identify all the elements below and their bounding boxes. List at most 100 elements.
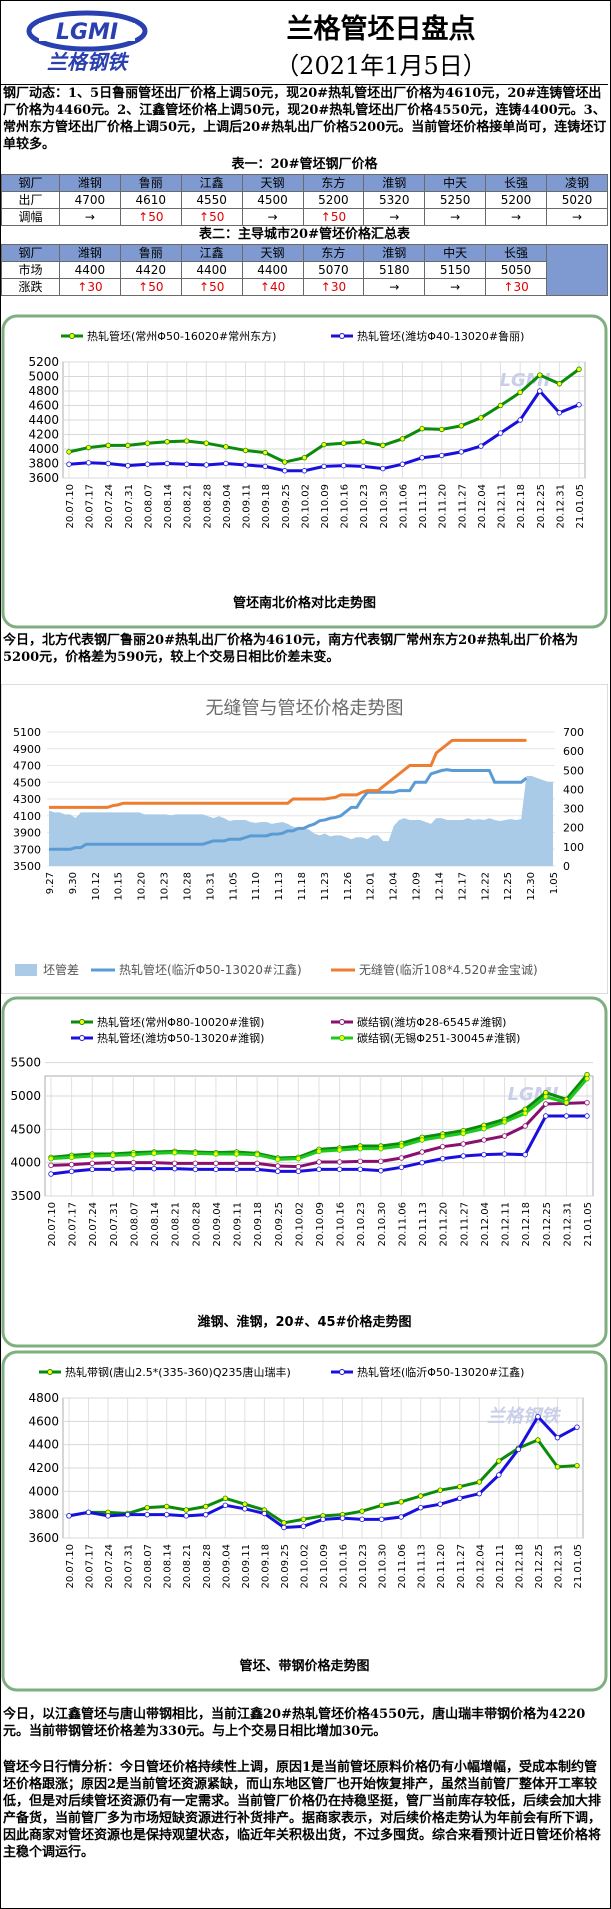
x-tick-label: 20.10.30 bbox=[378, 1544, 389, 1589]
y2-tick-label: 700 bbox=[563, 726, 584, 739]
data-point bbox=[496, 1472, 502, 1478]
x-tick-label: 20.09.18 bbox=[253, 1202, 264, 1247]
x-tick-label: 12.09 bbox=[412, 872, 423, 901]
data-point bbox=[144, 461, 151, 467]
x-tick-label: 12.30 bbox=[526, 872, 537, 901]
data-point bbox=[295, 1155, 302, 1162]
y-tick-label: 3500 bbox=[13, 860, 41, 873]
x-tick-label: 20.07.17 bbox=[85, 1544, 96, 1589]
data-point bbox=[233, 1166, 240, 1173]
data-point bbox=[254, 1151, 260, 1158]
data-point bbox=[417, 1493, 424, 1499]
legend-swatch bbox=[339, 1369, 345, 1375]
data-point bbox=[340, 440, 347, 446]
data-point bbox=[478, 443, 484, 449]
data-point bbox=[275, 1168, 281, 1175]
data-point bbox=[439, 1143, 446, 1150]
data-point bbox=[417, 1504, 424, 1511]
data-point bbox=[233, 1160, 240, 1167]
data-point bbox=[183, 438, 190, 444]
data-point bbox=[515, 1446, 522, 1453]
report-title: 兰格管坯日盘点 bbox=[286, 14, 476, 45]
x-tick-label: 20.08.14 bbox=[163, 1544, 174, 1589]
y-tick-label: 3900 bbox=[13, 827, 41, 840]
table1-row-label: 调幅 bbox=[1, 208, 60, 226]
x-tick-label: 20.11.27 bbox=[457, 484, 468, 529]
table1-price: 4700 bbox=[59, 191, 121, 209]
comment-north-south: 今日，北方代表钢厂鲁丽20#热轧出厂价格为4610元，南方代表钢厂常州东方20#… bbox=[3, 633, 579, 665]
y-tick-label: 4400 bbox=[28, 413, 59, 427]
table2-header-row: 钢厂 潍钢 鲁丽 江鑫 天钢 东方 淮钢 中天 长强 bbox=[1, 244, 608, 296]
y-tick-label: 5000 bbox=[10, 1089, 41, 1103]
legend-label: 热轧管坯(潍坊Φ50-13020#潍钢) bbox=[97, 1031, 264, 1045]
x-tick-label: 20.08.28 bbox=[191, 1202, 202, 1247]
x-tick-label: 20.12.31 bbox=[553, 1544, 564, 1589]
data-point bbox=[357, 1166, 363, 1173]
data-point bbox=[110, 1159, 116, 1166]
y-tick-label: 3700 bbox=[13, 843, 41, 856]
data-point bbox=[254, 1166, 260, 1173]
data-point bbox=[360, 463, 366, 470]
data-point bbox=[537, 372, 543, 378]
table2-change: → bbox=[424, 278, 487, 296]
data-point bbox=[517, 417, 523, 423]
data-point bbox=[336, 1166, 343, 1173]
mill-dynamics-label: 钢厂动态： bbox=[3, 86, 69, 101]
y2-tick-label: 100 bbox=[563, 841, 584, 854]
data-point bbox=[543, 1093, 549, 1100]
data-point bbox=[497, 430, 504, 436]
x-tick-label: 20.11.13 bbox=[417, 1544, 428, 1589]
x-tick-label: 10.15 bbox=[114, 872, 125, 901]
seamless-line bbox=[49, 738, 527, 809]
x-tick-label: 20.10.02 bbox=[300, 484, 311, 529]
table1-change: ↑50 bbox=[180, 208, 243, 226]
data-point bbox=[419, 425, 425, 432]
table2-price: 4400 bbox=[59, 261, 121, 279]
x-tick-label: 12.25 bbox=[503, 872, 514, 901]
table1-change: → bbox=[424, 208, 487, 226]
data-point bbox=[481, 1137, 487, 1143]
data-point bbox=[476, 1479, 483, 1485]
x-tick-label: 20.10.23 bbox=[359, 484, 370, 529]
y-tick-label: 4800 bbox=[28, 1391, 59, 1405]
table1-change-row: 调幅 → ↑50 ↑50 → ↑50 → → → → bbox=[1, 208, 608, 226]
legend-swatch bbox=[79, 1019, 85, 1025]
x-tick-label: 20.09.11 bbox=[233, 1202, 244, 1247]
x-tick-label: 11.23 bbox=[320, 872, 331, 901]
x-tick-label: 10.23 bbox=[160, 872, 171, 901]
x-tick-label: 20.10.16 bbox=[340, 484, 351, 529]
data-point bbox=[535, 1413, 541, 1420]
mill-dynamics-text: 1、5日鲁丽管坯出厂价格上调50元，现20#热轧管坯出厂价格为4610元，20#… bbox=[3, 86, 607, 152]
data-point bbox=[399, 436, 406, 442]
legend-swatch bbox=[15, 964, 37, 976]
x-tick-label: 11.26 bbox=[343, 872, 354, 901]
table1-mill: 长强 bbox=[485, 174, 547, 192]
x-tick-label: 20.12.11 bbox=[495, 1544, 506, 1589]
data-point bbox=[398, 1164, 405, 1171]
data-point bbox=[439, 1133, 446, 1140]
data-point bbox=[105, 442, 111, 449]
data-point bbox=[584, 1099, 590, 1106]
table2-caption: 表二：主导城市20#管坯价格汇总表 bbox=[199, 227, 410, 242]
table1-mill: 潍钢 bbox=[59, 174, 121, 192]
data-point bbox=[522, 1110, 528, 1117]
x-tick-label: 20.12.04 bbox=[475, 1544, 486, 1589]
x-tick-label: 20.07.10 bbox=[65, 1544, 76, 1589]
x-tick-label: 20.10.09 bbox=[315, 1202, 326, 1247]
data-point bbox=[183, 1513, 189, 1519]
y2-tick-label: 0 bbox=[563, 860, 570, 873]
y-tick-label: 4500 bbox=[13, 776, 41, 789]
data-point bbox=[233, 1151, 240, 1157]
x-tick-label: 20.07.31 bbox=[109, 1202, 120, 1247]
y-tick-label: 4000 bbox=[10, 1156, 41, 1170]
data-point bbox=[66, 1513, 72, 1519]
data-point bbox=[437, 1487, 443, 1493]
chart4-billet-strip-price: 3600 3800 4000 4200 4400 4600 4800 兰格钢铁 20.07.10… bbox=[1, 1350, 608, 1692]
table1-change: → bbox=[546, 208, 608, 226]
x-tick-label: 20.10.02 bbox=[299, 1544, 310, 1589]
legend-swatch bbox=[339, 1019, 345, 1025]
table2-price: 5050 bbox=[485, 261, 547, 279]
data-point bbox=[222, 1495, 229, 1502]
data-point bbox=[242, 462, 249, 468]
logo-text: LGMI bbox=[56, 20, 118, 45]
